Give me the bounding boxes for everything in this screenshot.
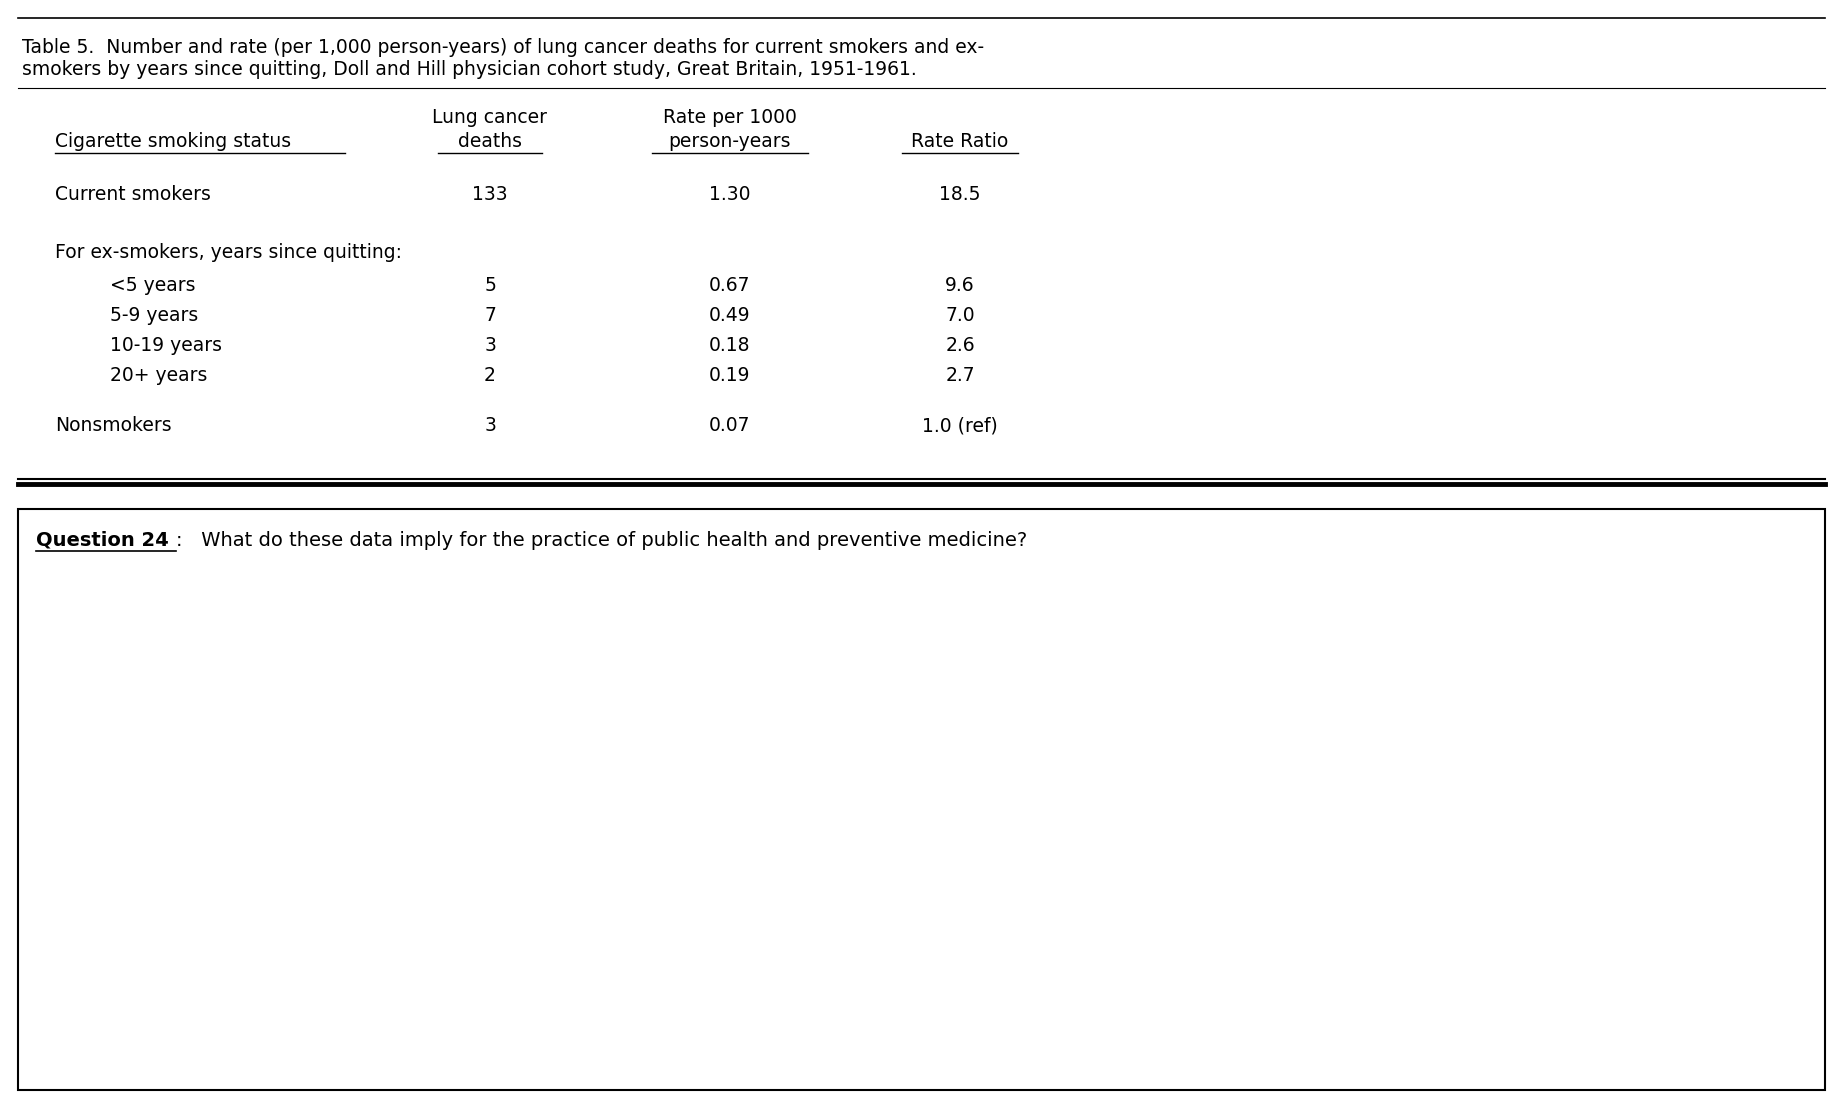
- Text: <5 years: <5 years: [111, 276, 195, 295]
- Text: 2: 2: [485, 366, 496, 385]
- Text: :   What do these data imply for the practice of public health and preventive me: : What do these data imply for the pract…: [175, 531, 1027, 549]
- Text: 0.67: 0.67: [710, 276, 750, 295]
- Text: 18.5: 18.5: [940, 185, 980, 204]
- Text: 5-9 years: 5-9 years: [111, 306, 199, 325]
- Text: 3: 3: [485, 336, 496, 355]
- FancyBboxPatch shape: [18, 509, 1825, 1090]
- Text: Question 24: Question 24: [37, 531, 170, 549]
- Text: 9.6: 9.6: [945, 276, 975, 295]
- Text: deaths: deaths: [459, 132, 522, 151]
- Text: smokers by years since quitting, Doll and Hill physician cohort study, Great Bri: smokers by years since quitting, Doll an…: [22, 60, 916, 79]
- Text: Rate per 1000: Rate per 1000: [663, 108, 796, 127]
- Text: Table 5.  Number and rate (per 1,000 person-years) of lung cancer deaths for cur: Table 5. Number and rate (per 1,000 pers…: [22, 38, 984, 57]
- Text: Current smokers: Current smokers: [55, 185, 210, 204]
- Text: person-years: person-years: [669, 132, 791, 151]
- Text: 0.19: 0.19: [710, 366, 750, 385]
- Text: 5: 5: [485, 276, 496, 295]
- Text: Rate Ratio: Rate Ratio: [912, 132, 1008, 151]
- Text: 2.6: 2.6: [945, 336, 975, 355]
- Text: Lung cancer: Lung cancer: [433, 108, 547, 127]
- Text: Nonsmokers: Nonsmokers: [55, 416, 171, 435]
- Text: Cigarette smoking status: Cigarette smoking status: [55, 132, 291, 151]
- Text: 133: 133: [472, 185, 509, 204]
- Text: 7: 7: [485, 306, 496, 325]
- Text: 0.49: 0.49: [710, 306, 750, 325]
- Text: 10-19 years: 10-19 years: [111, 336, 221, 355]
- Text: 1.30: 1.30: [710, 185, 750, 204]
- Text: 0.18: 0.18: [710, 336, 750, 355]
- Text: 2.7: 2.7: [945, 366, 975, 385]
- Text: 0.07: 0.07: [710, 416, 750, 435]
- Text: 3: 3: [485, 416, 496, 435]
- Text: 20+ years: 20+ years: [111, 366, 208, 385]
- Text: 1.0 (ref): 1.0 (ref): [922, 416, 997, 435]
- Text: 7.0: 7.0: [945, 306, 975, 325]
- Text: For ex-smokers, years since quitting:: For ex-smokers, years since quitting:: [55, 243, 402, 262]
